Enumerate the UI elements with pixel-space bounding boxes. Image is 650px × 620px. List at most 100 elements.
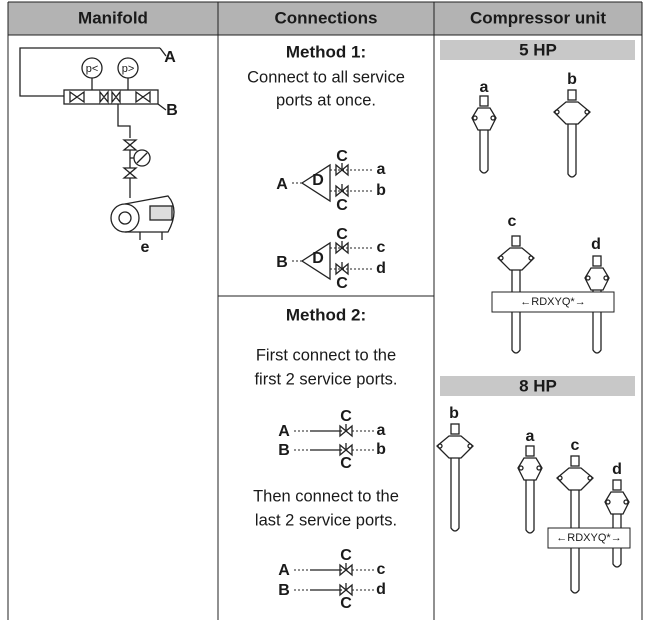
gauge-label: p> [122,63,135,75]
diagram-label: b [376,182,386,199]
diagram-label: c [377,239,386,256]
port-bolt [623,499,629,505]
diagram-label: C [340,408,352,425]
valve-symbol [335,262,349,276]
port-bolt [557,475,563,481]
model-tag [547,527,631,549]
diagram-label: A [278,423,290,440]
port-cap [567,89,577,101]
port-body [497,247,535,271]
method-title: Method 1: [286,42,366,61]
manifold-label: A [164,49,176,66]
diagram-label: a [377,422,386,439]
diagram-label: c [377,561,386,578]
port-label: c [508,213,517,230]
valve-symbol [335,163,349,177]
distributor [300,163,331,203]
diagram-label: a [377,161,386,178]
model-tag-text: ←RDXYQ*→ [520,296,585,308]
distributor [300,241,331,281]
diagram-label: d [376,260,386,277]
port-label: a [526,428,535,445]
diagram-label: B [278,442,290,459]
diagram-label: C [340,547,352,564]
port-body [436,435,474,459]
port-cap [612,479,622,491]
port-cap [570,455,580,467]
valve-symbol [339,443,353,457]
diagram-label: D [312,250,324,267]
unit-title: 8 HP [519,376,557,395]
valve-symbol [335,184,349,198]
port-bolt [605,499,611,505]
method-title: Method 2: [286,305,366,324]
port-bolt [536,465,542,471]
port-label: c [571,437,580,454]
valve-symbol [339,424,353,438]
diagram-label: A [278,562,290,579]
valve-symbol [335,241,349,255]
header-bg [8,2,642,35]
port-cap [479,95,489,107]
port-bolt [528,255,534,261]
port-pipe [479,130,489,174]
method-text: first 2 service ports. [254,370,397,388]
diagram-label: C [336,148,348,165]
port-bolt [498,255,504,261]
table-grid [7,1,643,620]
port-pipe [525,480,535,534]
diagram-label: C [336,226,348,243]
port-body [553,101,591,125]
port-bolt [437,443,443,449]
port-bolt [587,475,593,481]
port-label: d [591,236,601,253]
model-tag [491,291,615,313]
diagram-label: D [312,172,324,189]
model-tag-text: ←RDXYQ*→ [556,532,621,544]
method-text: Connect to all service [247,68,405,86]
diagram-label: C [336,275,348,292]
port-bolt [467,443,473,449]
unit-bar [440,40,635,60]
port-label: b [567,71,577,88]
unit-bar [440,376,635,396]
port-bolt [554,109,560,115]
port-pipe [567,124,577,178]
port-cap [525,445,535,457]
port-cap [450,423,460,435]
port-bolt [603,275,609,281]
diagram-label: C [336,197,348,214]
column-header: Compressor unit [470,8,606,27]
port-body [584,267,610,291]
manifold-label: e [141,239,150,256]
diagram-label: A [276,176,288,193]
port-bolt [490,115,496,121]
port-pipe [612,514,622,568]
port-body [604,491,630,515]
port-pipe [592,290,602,354]
column-header: Connections [275,8,378,27]
port-bolt [518,465,524,471]
diagram-label: C [340,595,352,612]
port-cap [592,255,602,267]
unit-title: 5 HP [519,40,557,59]
diagram-label: d [376,581,386,598]
method-text: ports at once. [276,91,376,109]
diagram-label: B [276,254,288,271]
port-bolt [584,109,590,115]
diagram-label: b [376,441,386,458]
valve-symbol [339,583,353,597]
method-text: First connect to the [256,346,396,364]
port-bolt [472,115,478,121]
method-text: Then connect to the [253,487,399,505]
manifold-label: B [166,102,178,119]
port-label: a [480,79,489,96]
port-pipe [450,458,460,532]
port-pipe [570,490,580,594]
port-cap [511,235,521,247]
manifold-drawing [19,47,175,240]
port-body [556,467,594,491]
method-text: last 2 service ports. [255,511,397,529]
